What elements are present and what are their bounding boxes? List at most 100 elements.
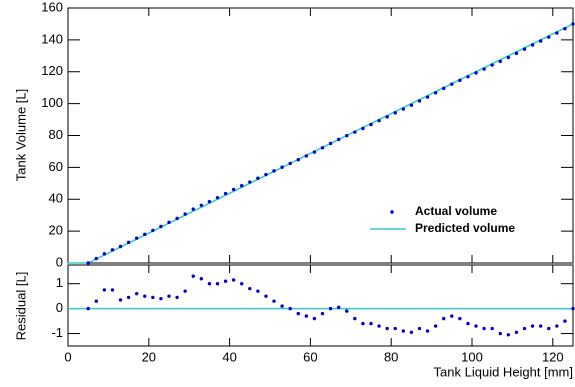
point (433, 324, 438, 328)
point (409, 330, 414, 334)
point (345, 309, 349, 313)
point (175, 216, 179, 221)
point (199, 277, 204, 281)
point (191, 207, 195, 211)
y-tick-label: 0 (56, 300, 63, 315)
point (474, 324, 478, 328)
point (312, 316, 317, 321)
x-tick-label: 0 (64, 349, 71, 364)
point (256, 289, 260, 293)
point (304, 314, 309, 318)
point (264, 172, 268, 177)
point (522, 47, 527, 51)
point (353, 316, 357, 321)
point (272, 299, 276, 303)
x-tick-label: 100 (461, 349, 483, 364)
point (312, 150, 317, 154)
legend-marker (390, 210, 394, 214)
point (183, 289, 187, 293)
point (256, 176, 260, 180)
y-tick-label: 100 (41, 95, 63, 110)
point (151, 228, 155, 233)
point (547, 326, 551, 331)
point (167, 220, 171, 225)
point (563, 27, 567, 31)
point (571, 306, 575, 311)
point (143, 294, 147, 298)
y-tick-label: 20 (49, 223, 63, 238)
point (571, 22, 575, 26)
point (409, 103, 414, 107)
point (231, 278, 236, 282)
point (118, 244, 123, 249)
point (345, 133, 349, 138)
point (393, 326, 397, 331)
x-tick-label: 20 (142, 349, 156, 364)
y-tick-label: 1 (56, 275, 63, 290)
point (191, 274, 195, 278)
point (377, 324, 381, 328)
point (296, 158, 300, 162)
point (530, 324, 535, 328)
point (336, 305, 341, 310)
point (328, 306, 333, 311)
point (530, 43, 535, 47)
point (425, 329, 430, 333)
point (482, 67, 486, 71)
point (401, 107, 406, 111)
point (280, 304, 284, 308)
point (288, 306, 292, 311)
point (272, 169, 276, 173)
point (223, 279, 228, 283)
point (498, 59, 502, 64)
point (320, 146, 325, 150)
point (433, 91, 438, 95)
point (490, 63, 494, 67)
point (288, 161, 292, 166)
y-axis-label: Residual [L] (13, 272, 28, 341)
point (126, 240, 131, 245)
point (94, 256, 98, 261)
point (280, 165, 284, 169)
point (482, 326, 486, 331)
point (320, 311, 325, 316)
point (393, 111, 397, 115)
y-tick-label: 80 (49, 127, 63, 142)
point (385, 115, 389, 119)
point (425, 95, 430, 99)
point (522, 326, 527, 331)
legend-label: Predicted volume (415, 221, 515, 235)
y-tick-label: 0 (56, 254, 63, 269)
point (215, 195, 220, 200)
bottom-frame (67, 264, 574, 347)
point (417, 326, 422, 331)
legend-label: Actual volume (415, 204, 497, 218)
y-tick-label: 60 (49, 159, 63, 174)
point (207, 281, 212, 286)
point (442, 86, 446, 91)
point (223, 191, 228, 196)
point (514, 51, 519, 56)
point (474, 71, 478, 75)
point (183, 212, 187, 216)
point (328, 141, 333, 146)
point (151, 295, 155, 300)
point (369, 122, 373, 127)
point (118, 298, 123, 302)
point (143, 232, 147, 237)
point (377, 118, 381, 123)
point (110, 248, 115, 252)
point (506, 333, 511, 337)
point (86, 306, 90, 311)
y-tick-label: 120 (41, 63, 63, 78)
point (102, 252, 107, 256)
point (538, 324, 543, 328)
point (353, 130, 357, 134)
y-tick-label: 40 (49, 191, 63, 206)
point (207, 199, 212, 204)
point (215, 281, 220, 286)
point (336, 137, 341, 142)
point (466, 74, 470, 79)
point (506, 55, 511, 60)
point (401, 329, 406, 333)
